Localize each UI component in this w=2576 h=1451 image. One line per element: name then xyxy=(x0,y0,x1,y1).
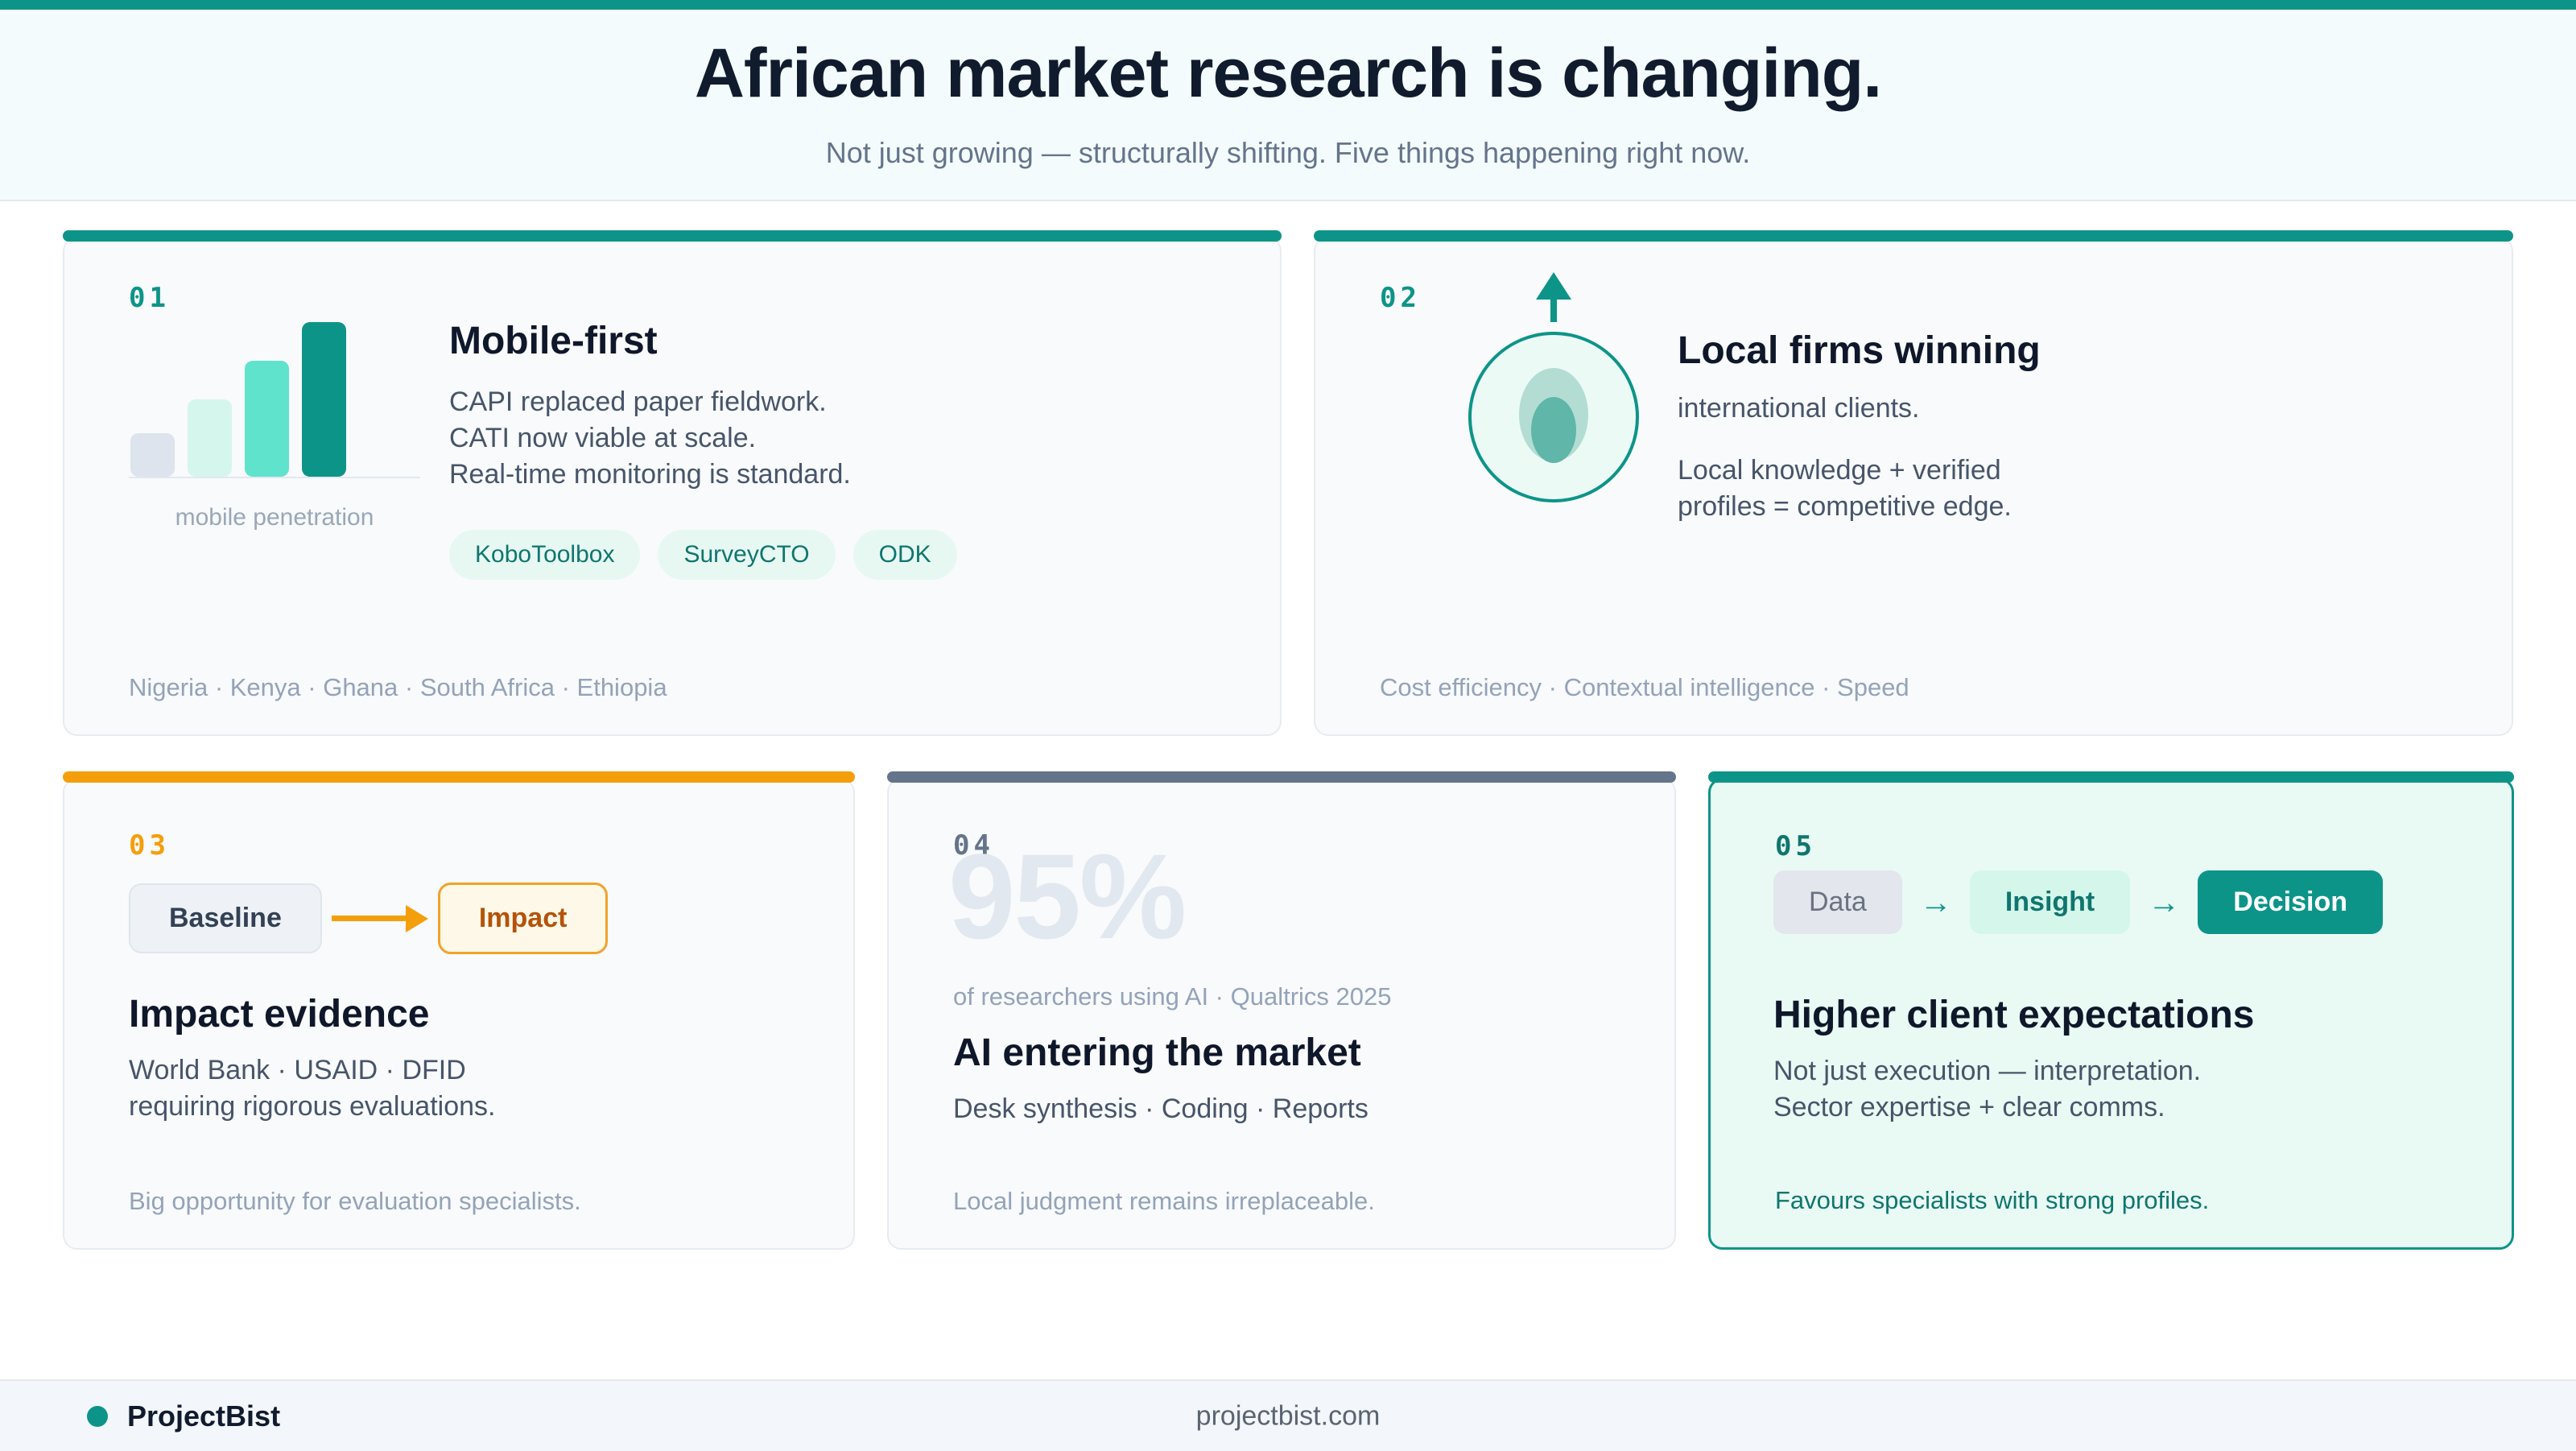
card-number: 03 xyxy=(129,829,170,862)
right-arrow-icon: → xyxy=(2148,884,2181,920)
card-line: profiles = competitive edge. xyxy=(1678,491,2012,522)
card-ai-market: 04 95% of researchers using AI · Qualtri… xyxy=(887,771,1676,1250)
card-number: 05 xyxy=(1775,830,1816,862)
arrow-head xyxy=(405,904,428,932)
bar-1 xyxy=(130,433,175,477)
card-title: Higher client expectations xyxy=(1773,994,2255,1036)
card-mobile-first: 01 mobile penetration Mobile-first CAPI … xyxy=(63,230,1282,736)
card-body: 01 mobile penetration Mobile-first CAPI … xyxy=(63,237,1282,736)
page-subtitle: Not just growing — structurally shifting… xyxy=(825,136,1751,169)
tag-surveycto: SurveyCTO xyxy=(658,530,836,580)
card-title: Local firms winning xyxy=(1678,329,2041,372)
brand-dot-icon xyxy=(87,1405,108,1427)
card-line: World Bank · USAID · DFID xyxy=(129,1055,466,1085)
right-arrow-icon: → xyxy=(1919,884,1952,920)
tag-odk: ODK xyxy=(852,530,957,580)
up-arrow-stem xyxy=(1550,295,1557,322)
brand-name: ProjectBist xyxy=(127,1399,281,1432)
flow-arrow-icon xyxy=(331,904,428,932)
page-header: African market research is changing. Not… xyxy=(0,10,2576,201)
chart-baseline xyxy=(129,477,420,478)
card-text-block: AI entering the market Desk synthesis · … xyxy=(953,1031,1629,1127)
card-footnote: Local judgment remains irreplaceable. xyxy=(953,1187,1375,1215)
card-line: Local knowledge + verified xyxy=(1678,455,2001,486)
bar-2 xyxy=(188,399,232,477)
card-text-block: Higher client expectations Not just exec… xyxy=(1773,993,2482,1126)
card-number: 04 xyxy=(953,829,994,862)
footer-url[interactable]: projectbist.com xyxy=(1195,1400,1381,1431)
card-title: AI entering the market xyxy=(953,1031,1361,1074)
baseline-box: Baseline xyxy=(129,883,322,953)
decision-chip: Decision xyxy=(2198,870,2383,934)
stat-caption: of researchers using AI · Qualtrics 2025 xyxy=(953,982,1392,1011)
bar-4 xyxy=(302,322,346,477)
card-line: Real-time monitoring is standard. xyxy=(449,459,851,490)
card-footnote: Big opportunity for evaluation specialis… xyxy=(129,1187,581,1215)
data-chip: Data xyxy=(1773,870,1902,934)
card-impact-evidence: 03 Baseline Impact Impact evidence World… xyxy=(63,771,855,1250)
card-title: Mobile-first xyxy=(449,320,658,362)
card-accent-bar xyxy=(63,771,855,783)
card-text-block: Local firms winning international client… xyxy=(1678,329,2483,525)
card-client-expectations: 05 Data → Insight → Decision Higher clie… xyxy=(1708,771,2514,1250)
card-number: 01 xyxy=(129,282,170,314)
card-paragraph: Local knowledge + verified profiles = co… xyxy=(1678,453,2483,525)
card-body: 05 Data → Insight → Decision Higher clie… xyxy=(1708,778,2514,1250)
card-accent-bar xyxy=(1314,230,2513,242)
top-accent-bar xyxy=(0,0,2576,10)
card-local-firms: 02 Local firms winning international cli… xyxy=(1314,230,2513,736)
card-line: Not just execution — interpretation. xyxy=(1773,1056,2202,1086)
bar-3 xyxy=(245,361,289,477)
inner-ellipse xyxy=(1531,397,1576,463)
card-footnote: Nigeria · Kenya · Ghana · South Africa ·… xyxy=(129,673,667,701)
mobile-penetration-chart: mobile penetration xyxy=(129,322,420,531)
card-line: Desk synthesis · Coding · Reports xyxy=(953,1093,1368,1124)
card-accent-bar xyxy=(1708,771,2514,783)
card-number: 02 xyxy=(1380,282,1421,314)
tag-kobotoolbox: KoboToolbox xyxy=(449,530,641,580)
card-line: CATI now viable at scale. xyxy=(449,423,757,453)
arrow-line xyxy=(331,916,406,921)
growth-circle-icon xyxy=(1468,272,1639,502)
stat-value: 95% xyxy=(948,829,1187,964)
card-body: 02 Local firms winning international cli… xyxy=(1314,237,2513,736)
card-footnote: Cost efficiency · Contextual intelligenc… xyxy=(1380,673,1909,701)
up-arrow-icon xyxy=(1536,272,1571,300)
insight-chip: Insight xyxy=(1969,870,2131,934)
card-line: CAPI replaced paper fieldwork. xyxy=(449,387,827,417)
brand: ProjectBist xyxy=(87,1399,280,1433)
card-line: Sector expertise + clear comms. xyxy=(1773,1092,2165,1122)
card-accent-bar xyxy=(887,771,1676,783)
tool-tags: KoboToolbox SurveyCTO ODK xyxy=(449,530,1222,580)
card-text-block: Impact evidence World Bank · USAID · DFI… xyxy=(129,992,805,1125)
card-footnote: Favours specialists with strong profiles… xyxy=(1775,1186,2210,1214)
card-title: Impact evidence xyxy=(129,993,430,1036)
card-text-block: Mobile-first CAPI replaced paper fieldwo… xyxy=(449,319,1222,580)
card-body: 04 95% of researchers using AI · Qualtri… xyxy=(887,778,1676,1250)
card-line: requiring rigorous evaluations. xyxy=(129,1091,496,1122)
baseline-impact-flow: Baseline Impact xyxy=(129,883,609,954)
page-title: African market research is changing. xyxy=(694,35,1882,112)
card-body: 03 Baseline Impact Impact evidence World… xyxy=(63,778,855,1250)
bar-group xyxy=(129,322,420,477)
card-subtitle: international clients. xyxy=(1678,393,1920,424)
chart-label: mobile penetration xyxy=(175,504,374,531)
page-footer: ProjectBist projectbist.com xyxy=(0,1379,2576,1451)
card-accent-bar xyxy=(63,230,1282,242)
data-insight-decision-flow: Data → Insight → Decision xyxy=(1773,870,2383,934)
impact-box: Impact xyxy=(437,883,609,954)
